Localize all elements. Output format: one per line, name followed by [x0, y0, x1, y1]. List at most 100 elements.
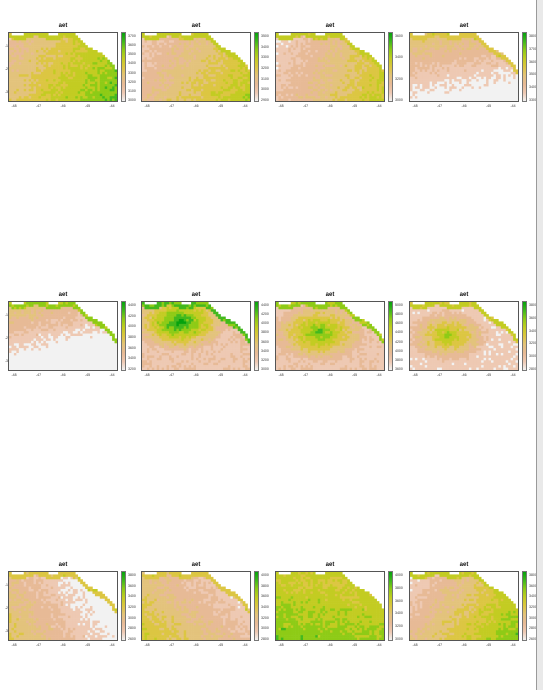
raster-cell [75, 45, 79, 48]
raster-cell [94, 336, 98, 339]
raster-cell [471, 37, 475, 41]
raster-cell [215, 86, 219, 90]
raster-cell [58, 323, 61, 327]
raster-cell [481, 76, 484, 80]
raster-cell [80, 74, 83, 78]
raster-cell [144, 64, 148, 68]
raster-cell [53, 52, 56, 56]
raster-cell [9, 311, 12, 315]
raster-cell [43, 69, 47, 73]
raster-cell [414, 86, 418, 90]
raster-cell [427, 40, 430, 44]
raster-cell [280, 52, 284, 56]
raster-cell [483, 52, 487, 56]
raster-cell [295, 42, 299, 46]
raster-cell [473, 84, 477, 87]
raster-cell [357, 88, 360, 92]
raster-cell [151, 52, 155, 56]
raster-cell [285, 35, 289, 39]
raster-cell [104, 84, 108, 87]
raster-cell [491, 71, 494, 75]
raster-cell [337, 98, 341, 101]
raster-cell [67, 304, 71, 308]
raster-cell [203, 67, 207, 70]
raster-cell [495, 54, 499, 58]
raster-cell [146, 88, 150, 92]
raster-cell [354, 96, 358, 99]
raster-cell [48, 306, 52, 310]
raster-cell [26, 331, 29, 334]
raster-cell [305, 37, 309, 41]
raster-cell [87, 62, 91, 65]
raster-cell [210, 54, 214, 58]
raster-cell [417, 71, 421, 75]
raster-cell [466, 93, 470, 97]
raster-cell [80, 64, 83, 68]
raster-cell [364, 57, 368, 61]
raster-cell [486, 74, 489, 78]
raster-cell [379, 84, 382, 87]
legend-label: 3100 [128, 88, 136, 93]
raster-cell [33, 33, 37, 36]
raster-cell [312, 52, 316, 56]
raster-cell [468, 47, 472, 51]
raster-cell [427, 96, 430, 99]
raster-cell [237, 57, 241, 61]
raster-cell [410, 64, 413, 68]
raster-cell [11, 331, 15, 334]
raster-cell [366, 81, 370, 85]
raster-cell [320, 42, 323, 46]
raster-cell [247, 81, 250, 85]
raster-cell [33, 88, 37, 92]
raster-cell [188, 35, 192, 39]
raster-cell [422, 81, 426, 85]
raster-cell [77, 42, 81, 46]
raster-cell [278, 88, 282, 92]
raster-cell [307, 57, 311, 61]
raster-cell [315, 35, 319, 39]
raster-cell [173, 54, 177, 58]
raster-cell [28, 76, 32, 80]
raster-cell [288, 57, 292, 61]
raster-cell [364, 59, 368, 63]
raster-cell [310, 74, 314, 78]
raster-cell [349, 88, 353, 92]
raster-cell [280, 47, 284, 51]
raster-cell [352, 50, 355, 53]
raster-cell [227, 93, 231, 97]
raster-cell [225, 88, 229, 92]
x-tick-label: -45 [351, 104, 358, 108]
raster-cell [169, 35, 172, 39]
raster-cell [242, 81, 246, 85]
raster-cell [23, 42, 27, 46]
raster-cell [290, 74, 294, 78]
raster-cell [334, 84, 338, 87]
raster-cell [63, 57, 66, 61]
raster-cell [347, 84, 350, 87]
raster-cell [40, 319, 44, 322]
raster-cell [186, 91, 189, 95]
raster-cell [149, 91, 153, 95]
raster-cell [295, 76, 299, 80]
raster-cell [193, 45, 197, 48]
raster-cell [43, 40, 47, 44]
raster-cell [159, 93, 162, 97]
raster-cell [419, 76, 423, 80]
raster-cell [220, 62, 224, 65]
raster-cell [33, 45, 37, 48]
raster-cell [325, 84, 328, 87]
raster-cell [449, 37, 453, 41]
raster-cell [85, 84, 88, 87]
raster-cell [102, 62, 106, 65]
raster-cell [90, 62, 93, 65]
raster-cell [43, 81, 47, 85]
raster-cell [310, 59, 314, 63]
raster-cell [486, 69, 489, 73]
raster-cell [410, 54, 413, 58]
raster-cell [456, 91, 460, 95]
raster-cell [478, 88, 482, 92]
raster-cell [9, 321, 12, 325]
raster-cell [142, 45, 145, 48]
raster-cell [419, 81, 423, 85]
raster-cell [21, 323, 25, 327]
